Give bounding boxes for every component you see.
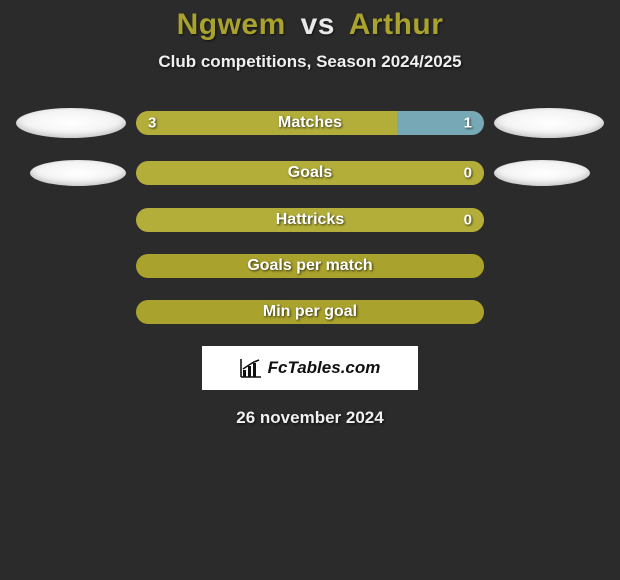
date-label: 26 november 2024 xyxy=(0,408,620,428)
stat-bar: Hattricks0 xyxy=(136,208,484,232)
chart-icon xyxy=(240,358,262,378)
bar-fill-left xyxy=(136,254,484,278)
stat-row: Matches31 xyxy=(0,108,620,138)
player2-name: Arthur xyxy=(349,8,444,41)
subtitle: Club competitions, Season 2024/2025 xyxy=(0,52,620,72)
page-title: Ngwem vs Arthur xyxy=(0,8,620,42)
stat-row: Min per goal xyxy=(0,300,620,324)
player1-name: Ngwem xyxy=(177,8,286,41)
bar-fill-right xyxy=(397,111,484,135)
player1-avatar xyxy=(16,108,126,138)
player1-avatar xyxy=(30,160,126,186)
bar-fill-left xyxy=(136,161,484,185)
bar-fill-left xyxy=(136,208,484,232)
brand-label: FcTables.com xyxy=(268,358,381,378)
player2-avatar xyxy=(494,160,590,186)
stat-row: Goals0 xyxy=(0,160,620,186)
vs-label: vs xyxy=(301,8,335,41)
stat-bar: Matches31 xyxy=(136,111,484,135)
brand-box: FcTables.com xyxy=(202,346,418,390)
player2-avatar xyxy=(494,108,604,138)
stat-row: Goals per match xyxy=(0,254,620,278)
bar-fill-left xyxy=(136,111,397,135)
stat-bar: Min per goal xyxy=(136,300,484,324)
bar-fill-left xyxy=(136,300,484,324)
stats-rows: Matches31 Goals0 Hattricks0 Goals per match… xyxy=(0,108,620,324)
stat-bar: Goals per match xyxy=(136,254,484,278)
infographic-container: Ngwem vs Arthur Club competitions, Seaso… xyxy=(0,0,620,428)
stat-row: Hattricks0 xyxy=(0,208,620,232)
stat-bar: Goals0 xyxy=(136,161,484,185)
